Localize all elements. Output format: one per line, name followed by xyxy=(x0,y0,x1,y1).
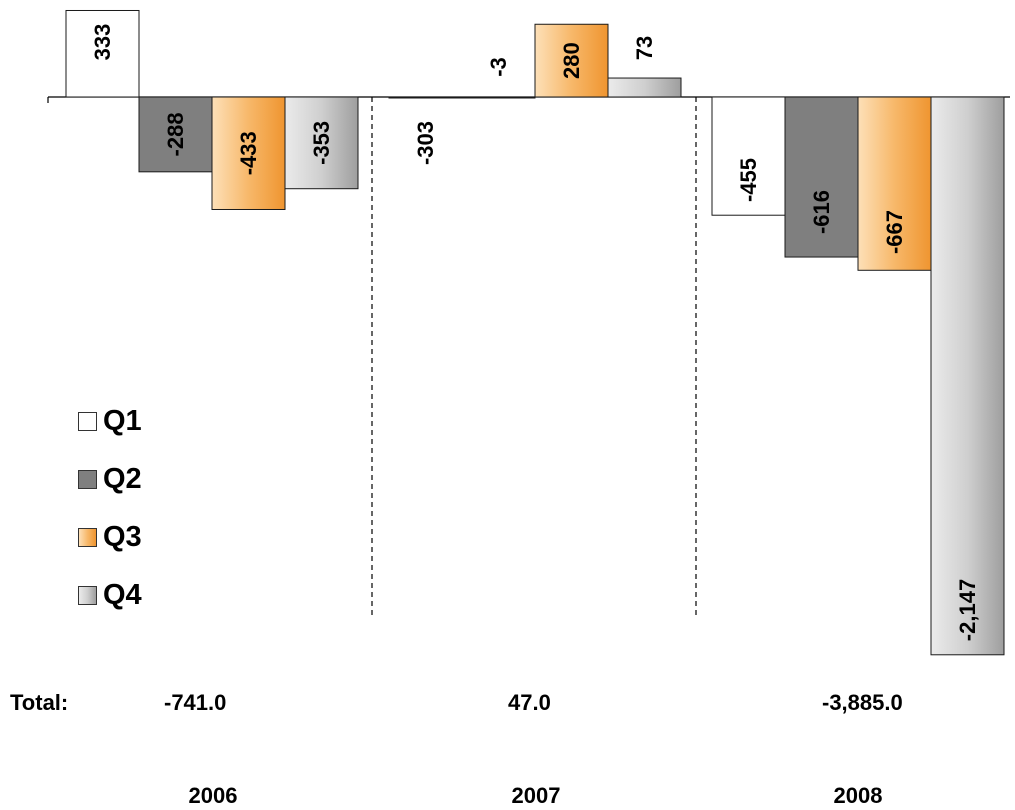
bar-q2-2008 xyxy=(784,96,859,258)
legend-item-q4: Q4 xyxy=(78,566,142,624)
legend-item-q2: Q2 xyxy=(78,450,142,508)
total-2008: -3,885.0 xyxy=(822,690,903,715)
legend-item-q3: Q3 xyxy=(78,508,142,566)
bar-q1-2006 xyxy=(65,9,140,98)
legend-label-q1: Q1 xyxy=(103,404,142,437)
bar-q1-2007 xyxy=(388,96,463,99)
category-label-2007: 2007 xyxy=(512,783,561,808)
total-2006: -741.0 xyxy=(164,690,227,715)
data-label-q2-2006: -288 xyxy=(163,112,188,156)
data-label-q2-2007: -3 xyxy=(486,57,511,77)
data-label-q4-2006: -353 xyxy=(309,121,334,165)
data-label-q4-2008: -2,147 xyxy=(955,579,980,641)
legend-swatch-q2 xyxy=(78,469,97,489)
legend-swatch-q1 xyxy=(78,411,97,431)
data-label-q1-2008: -455 xyxy=(736,158,761,202)
data-label-q2-2008: -616 xyxy=(809,190,834,234)
legend: Q1 Q2 Q3 Q4 xyxy=(78,392,142,624)
bar-q2-2007 xyxy=(461,96,536,99)
data-label-q3-2008: -667 xyxy=(882,210,907,254)
data-label-q1-2007: -303 xyxy=(413,121,438,165)
bar-q1-2008 xyxy=(711,96,786,216)
bar-q4-2006 xyxy=(284,96,359,190)
legend-swatch-q4 xyxy=(78,585,97,605)
bar-q3-2006 xyxy=(211,96,286,210)
bar-q4-2007 xyxy=(607,77,682,98)
legend-label-q2: Q2 xyxy=(103,462,142,495)
total-2007: 47.0 xyxy=(508,690,551,715)
legend-label-q3: Q3 xyxy=(103,520,142,553)
category-label-2008: 2008 xyxy=(834,783,883,808)
data-label-q3-2007: 280 xyxy=(559,42,584,79)
data-label-q3-2006: -433 xyxy=(236,131,261,175)
data-label-q1-2006: 333 xyxy=(90,24,115,61)
data-label-q4-2007: 73 xyxy=(632,36,657,60)
legend-item-q1: Q1 xyxy=(78,392,142,450)
legend-swatch-q3 xyxy=(78,527,97,547)
bar-q3-2007 xyxy=(534,23,609,98)
category-label-2006: 2006 xyxy=(189,783,238,808)
bar-q4-2008 xyxy=(930,96,1005,656)
bar-q2-2006 xyxy=(138,96,213,173)
legend-label-q4: Q4 xyxy=(103,578,142,611)
totals-label: Total: xyxy=(10,690,69,715)
